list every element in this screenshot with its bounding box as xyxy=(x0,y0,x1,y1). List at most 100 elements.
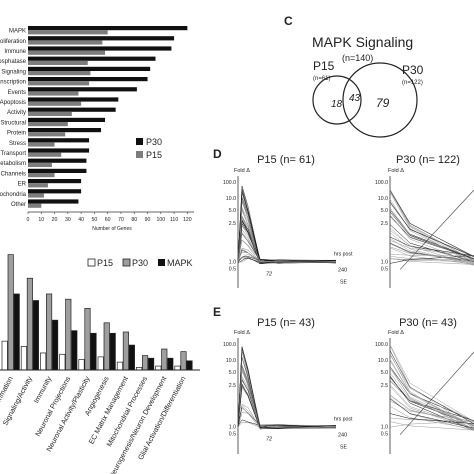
venn-circle-p30 xyxy=(342,62,418,138)
tick-label: 120 xyxy=(183,217,192,223)
trajectory-line xyxy=(389,240,474,257)
venn-n-p30: (n=122) xyxy=(402,80,423,86)
category-label: ER xyxy=(18,182,27,188)
bar-p15 xyxy=(1,340,8,371)
tick-label: 0 xyxy=(27,217,30,223)
trajectory-line xyxy=(237,215,337,264)
category-label: Activity xyxy=(7,110,26,116)
bar-mapk xyxy=(13,293,20,371)
bar-p30 xyxy=(122,331,129,371)
category-label: Protein xyxy=(7,131,26,137)
panel-e-right-title: P30 (n= 43) xyxy=(399,317,457,329)
tick-label: 50 xyxy=(92,217,98,223)
panel-b-category-labels: InflammationSignaling/ActivityImmunityNe… xyxy=(0,374,188,474)
tick-label: 70 xyxy=(118,217,124,223)
trajectory-line xyxy=(389,189,474,258)
venn-count-overlap: 43 xyxy=(349,93,361,104)
category-label: MAPK xyxy=(9,29,26,35)
panel-letter-d: D xyxy=(213,147,222,161)
bar-p30 xyxy=(28,97,119,102)
bar-p30 xyxy=(28,77,148,82)
bar-mapk xyxy=(90,332,97,371)
y-tick-label: 5.0 xyxy=(381,370,388,376)
x-tick-label: 240 xyxy=(338,433,347,439)
bar-p30 xyxy=(65,298,72,371)
x-tick-label: 72 xyxy=(266,272,272,278)
trajectory-line xyxy=(237,188,337,264)
venn-count-p30-only: 79 xyxy=(376,96,390,110)
y-tick-label: 5.0 xyxy=(229,370,236,376)
bar-p15 xyxy=(28,152,62,157)
bar-p15 xyxy=(97,356,104,371)
y-tick-label: 100.0 xyxy=(375,342,388,348)
y-tick-label: 100.0 xyxy=(223,342,236,348)
y-axis-title: Fold Δ xyxy=(388,330,404,336)
x-note: hrs post xyxy=(334,252,353,258)
bar-p30 xyxy=(28,87,137,92)
bar-p15 xyxy=(28,40,103,45)
trajectory-line xyxy=(399,189,474,270)
trajectory-line xyxy=(389,246,474,261)
trajectory-line xyxy=(399,351,474,435)
bar-mapk xyxy=(32,300,39,371)
y-tick-label: 0.5 xyxy=(229,267,236,273)
trajectory-line xyxy=(237,189,337,262)
y-tick-label: 0.5 xyxy=(381,432,388,438)
bar-mapk xyxy=(128,344,135,371)
trajectory-line xyxy=(389,398,474,429)
panel-e-line-plots: E P15 (n= 43) P30 (n= 43) Fold Δ100.010.… xyxy=(213,305,474,454)
bar-p30 xyxy=(7,254,14,371)
category-label: Events xyxy=(8,90,26,96)
category-label: Other xyxy=(11,202,26,208)
bar-p15 xyxy=(28,111,72,116)
bar-mapk xyxy=(71,330,78,371)
legend-label-p30: P30 xyxy=(146,137,162,147)
bar-p15 xyxy=(28,193,44,198)
venn-title: MAPK Signaling xyxy=(312,34,413,50)
trajectory-line xyxy=(389,207,474,262)
trajectory-line xyxy=(389,190,474,262)
x-note: SE xyxy=(340,445,347,451)
trajectory-line xyxy=(389,400,474,422)
bar-p30 xyxy=(28,26,188,31)
legend-label-p15: P15 xyxy=(146,150,162,160)
panel-a-category-labels: MAPK Proliferation Immune Phosphatase Signal… xyxy=(0,29,27,208)
bar-p30 xyxy=(180,351,187,371)
tick-label: 100 xyxy=(156,217,165,223)
panel-d-line-plots: D P15 (n= 61) P30 (n= 122) Fold Δ100.010… xyxy=(213,147,474,288)
panel-letter-e: E xyxy=(213,305,221,319)
trajectory-line xyxy=(389,247,474,265)
panel-b-bars xyxy=(1,254,193,371)
legend-label-p30: P30 xyxy=(132,258,148,268)
legend-swatch-p15 xyxy=(136,151,143,158)
panel-d-right-title: P30 (n= 122) xyxy=(396,154,460,166)
bar-p30 xyxy=(28,168,87,173)
y-tick-label: 1.0 xyxy=(229,425,236,431)
bar-p30 xyxy=(28,46,172,51)
bar-mapk xyxy=(109,332,116,371)
category-label: Transcription xyxy=(0,80,26,86)
y-tick-label: 2.5 xyxy=(381,383,388,389)
bar-p15 xyxy=(40,352,47,371)
trajectory-line xyxy=(389,201,474,258)
trajectory-line xyxy=(389,344,474,422)
trajectory-line xyxy=(389,360,474,428)
bar-p15 xyxy=(59,353,66,371)
panel-a-bar-chart: MAPK Proliferation Immune Phosphatase Signal… xyxy=(0,26,194,232)
bar-p30 xyxy=(28,36,175,41)
category-label: Structural xyxy=(0,120,26,126)
trajectory-line xyxy=(389,358,474,427)
panel-d-left-plot: Fold Δ 100.0 10.0 5.0 2.5 1.00.5 72 240 hrs post… xyxy=(223,168,353,288)
category-label: Signaling xyxy=(1,69,26,75)
panel-a-legend: P30 P15 xyxy=(136,137,162,160)
category-label: Apoptosis xyxy=(0,100,26,106)
bar-p15 xyxy=(28,71,91,76)
y-tick-label: 2.5 xyxy=(229,383,236,389)
trajectory-line xyxy=(237,346,337,429)
y-tick-label: 10.0 xyxy=(378,196,388,202)
y-tick-label: 1.0 xyxy=(229,260,236,266)
category-label: Mitochondria xyxy=(0,192,27,198)
